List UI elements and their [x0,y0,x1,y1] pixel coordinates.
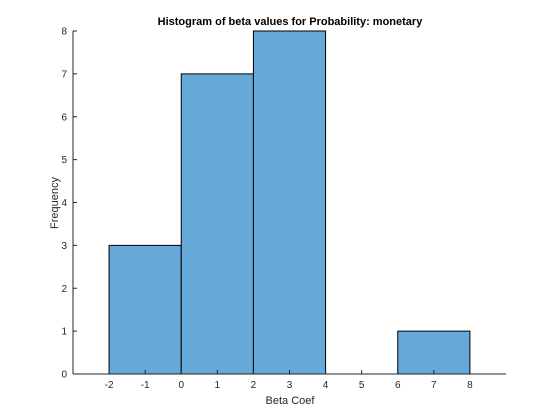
x-tick-label: 8 [467,380,473,391]
y-tick-label: 4 [61,198,67,209]
x-tick-label: -2 [105,380,114,391]
y-axis-label: Frequency [49,177,61,229]
y-tick-label: 0 [61,370,67,381]
x-axis-label: Beta Coef [266,395,316,407]
x-tick-label: 2 [251,380,257,391]
histogram-bar [180,73,254,375]
x-tick-label: 6 [395,380,401,391]
histogram-bar [108,244,182,375]
y-tick-label: 5 [61,155,67,166]
histogram-bar [252,30,327,375]
x-tick-label: 0 [178,380,184,391]
x-tick-label: 4 [323,380,329,391]
y-tick-label: 8 [61,27,67,38]
y-tick-label: 2 [61,284,67,295]
plot-area: -2 -1 0 1 2 3 4 5 6 7 8 0 1 2 3 4 5 6 7 8 [61,27,506,391]
y-tick-label: 6 [61,112,67,123]
y-tick-label: 3 [61,241,67,252]
histogram-bar [397,330,471,375]
chart-title: Histogram of beta values for Probability… [158,16,424,28]
y-tick-label: 7 [61,69,67,80]
x-tick-label: 5 [359,380,365,391]
x-tick-label: 1 [215,380,221,391]
x-tick-label: -1 [141,380,150,391]
y-tick-label: 1 [61,327,67,338]
x-tick-label: 7 [431,380,437,391]
x-tick-label: 3 [287,380,293,391]
